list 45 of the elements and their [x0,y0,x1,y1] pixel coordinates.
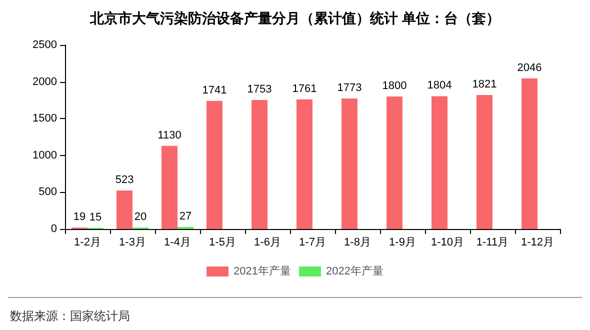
x-tick-label: 1-5月 [209,236,236,248]
x-tick-label: 1-12月 [520,236,554,248]
data-label: 1804 [427,80,452,92]
data-label: 20 [134,211,147,224]
legend-label: 2021年产量 [234,264,292,278]
bar [386,96,402,229]
y-tick-label: 1000 [32,149,57,162]
source-note: 数据来源：国家统计局 [10,308,130,325]
data-label: 2046 [517,62,542,74]
bar [162,146,178,229]
y-tick-label: 500 [38,186,57,198]
chart-title: 北京市大气污染防治设备产量分月（累计值）统计 单位：台（套） [89,10,500,26]
x-tick-label: 1-8月 [344,236,371,248]
bar [296,99,312,229]
data-label: 1773 [337,82,362,94]
bar [476,94,492,229]
y-tick-label: 1500 [32,112,57,125]
x-tick-label: 1-3月 [119,236,146,248]
y-tick-label: 2000 [32,76,57,88]
data-label: 1130 [158,129,182,142]
bar [252,100,268,229]
y-tick-label: 0 [50,223,57,235]
data-label: 1741 [202,84,227,96]
x-tick-label: 1-2月 [74,236,101,248]
bar [522,78,538,229]
x-tick-label: 1-10月 [430,236,464,248]
data-label: 19 [73,211,86,224]
x-tick-label: 1-4月 [164,236,191,248]
x-tick-label: 1-6月 [254,236,281,248]
y-tick-label: 2500 [32,39,57,51]
data-label: 15 [89,211,102,224]
data-label: 1800 [382,80,407,92]
data-label: 27 [179,210,192,223]
legend-label: 2022年产量 [326,264,384,278]
data-label: 523 [115,174,134,186]
bar [116,190,132,229]
x-tick-label: 1-11月 [476,236,509,248]
bar [342,98,358,229]
x-tick-label: 1-9月 [389,236,416,248]
bar [206,100,222,229]
bar [432,96,448,229]
data-label: 1753 [247,83,272,96]
data-label: 1761 [292,82,317,95]
x-tick-label: 1-7月 [299,236,326,248]
data-label: 1821 [472,78,497,90]
